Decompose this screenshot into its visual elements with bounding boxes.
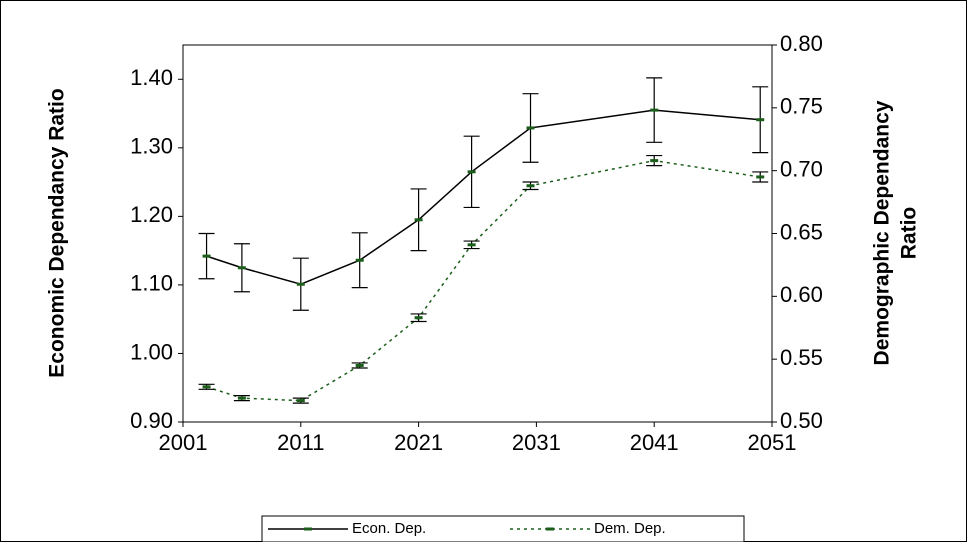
y2-tick-label: 0.75	[780, 94, 823, 119]
y2-tick-label: 0.55	[780, 345, 823, 370]
x-tick-label: 2041	[630, 430, 679, 455]
marker	[467, 243, 476, 247]
y2-axis-title: Ratio	[898, 207, 921, 260]
y2-axis-title: Demographic Dependancy	[871, 100, 894, 365]
marker	[650, 159, 659, 163]
marker	[467, 170, 476, 174]
legend-marker	[304, 527, 312, 531]
y2-tick-label: 0.70	[780, 156, 823, 181]
marker	[355, 363, 364, 367]
marker	[202, 385, 211, 389]
legend-label: Dem. Dep.	[594, 520, 666, 537]
marker	[237, 266, 246, 270]
marker	[414, 218, 423, 222]
marker	[237, 396, 246, 400]
y2-tick-label: 0.60	[780, 282, 823, 307]
x-tick-label: 2021	[394, 430, 443, 455]
legend-label: Econ. Dep.	[352, 520, 426, 537]
marker	[296, 282, 305, 286]
x-tick-label: 2001	[159, 430, 208, 455]
marker	[756, 175, 765, 179]
marker	[414, 316, 423, 320]
marker	[296, 399, 305, 403]
marker	[202, 254, 211, 258]
y-tick-label: 0.90	[130, 408, 173, 433]
legend-marker	[546, 527, 554, 531]
y-tick-label: 1.20	[130, 202, 173, 227]
marker	[355, 258, 364, 262]
x-tick-label: 2011	[277, 430, 324, 455]
marker	[526, 184, 535, 188]
y-tick-label: 1.30	[130, 134, 173, 159]
marker	[650, 108, 659, 112]
x-tick-label: 2031	[512, 430, 561, 455]
x-tick-label: 2051	[748, 430, 797, 455]
marker	[526, 126, 535, 130]
y2-tick-label: 0.65	[780, 219, 823, 244]
y2-tick-label: 0.50	[780, 408, 823, 433]
y-tick-label: 1.10	[130, 271, 173, 296]
y-tick-label: 1.00	[130, 339, 173, 364]
y-axis-title: Economic Dependancy Ratio	[46, 88, 69, 377]
y-tick-label: 1.40	[130, 65, 173, 90]
y2-tick-label: 0.80	[780, 31, 823, 56]
marker	[756, 118, 765, 122]
